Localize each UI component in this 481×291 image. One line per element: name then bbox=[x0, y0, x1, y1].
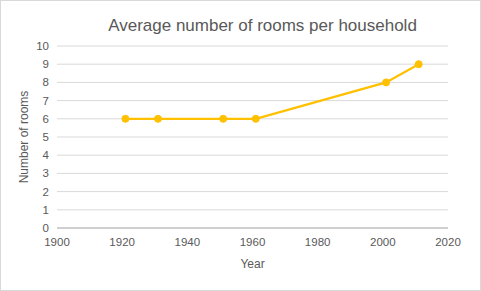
x-tick-label: 1900 bbox=[44, 236, 70, 248]
y-axis-label: Number of rooms bbox=[17, 91, 31, 184]
title: Average number of rooms per household bbox=[108, 16, 417, 35]
x-axis-line bbox=[57, 228, 448, 229]
plot-area bbox=[122, 61, 422, 123]
y-tick-label: 6 bbox=[43, 113, 49, 125]
grid-line bbox=[57, 228, 448, 229]
y-tick-label: 8 bbox=[43, 76, 49, 88]
y-tick-label: 0 bbox=[43, 222, 49, 234]
y-tick-label: 4 bbox=[43, 149, 50, 161]
y-tick-label: 9 bbox=[43, 58, 49, 70]
grid-line bbox=[57, 173, 448, 174]
data-point bbox=[383, 79, 390, 86]
y-tick-label: 3 bbox=[43, 167, 49, 179]
y-tick-label: 7 bbox=[43, 95, 49, 107]
data-line bbox=[125, 64, 418, 119]
chart-svg: Average number of rooms per household 0 1 2… bbox=[0, 0, 481, 291]
grid-line bbox=[57, 100, 448, 101]
grid-line bbox=[57, 46, 448, 47]
data-point bbox=[122, 115, 129, 122]
y-tick-label: 5 bbox=[43, 131, 49, 143]
x-tick-label: 1920 bbox=[109, 236, 135, 248]
y-tick-label: 2 bbox=[43, 186, 49, 198]
y-tick-label: 10 bbox=[36, 40, 49, 52]
y-tick-label: 1 bbox=[43, 204, 49, 216]
data-point bbox=[415, 61, 422, 68]
x-tick-label: 2020 bbox=[435, 236, 461, 248]
x-axis-label: Year bbox=[240, 257, 264, 271]
grid-line bbox=[57, 137, 448, 138]
x-tick-label: 1940 bbox=[175, 236, 201, 248]
grid-line bbox=[57, 64, 448, 65]
x-tick-label: 1960 bbox=[240, 236, 266, 248]
x-tick-label: 2000 bbox=[370, 236, 396, 248]
chart-border bbox=[1, 1, 481, 291]
chart-container: Average number of rooms per household 0 1 2… bbox=[0, 0, 481, 291]
data-point bbox=[220, 115, 227, 122]
data-point bbox=[155, 115, 162, 122]
x-tick-label: 1980 bbox=[305, 236, 331, 248]
grid-line bbox=[57, 191, 448, 192]
data-point bbox=[252, 115, 259, 122]
grid-line bbox=[57, 155, 448, 156]
grid-line bbox=[57, 209, 448, 210]
